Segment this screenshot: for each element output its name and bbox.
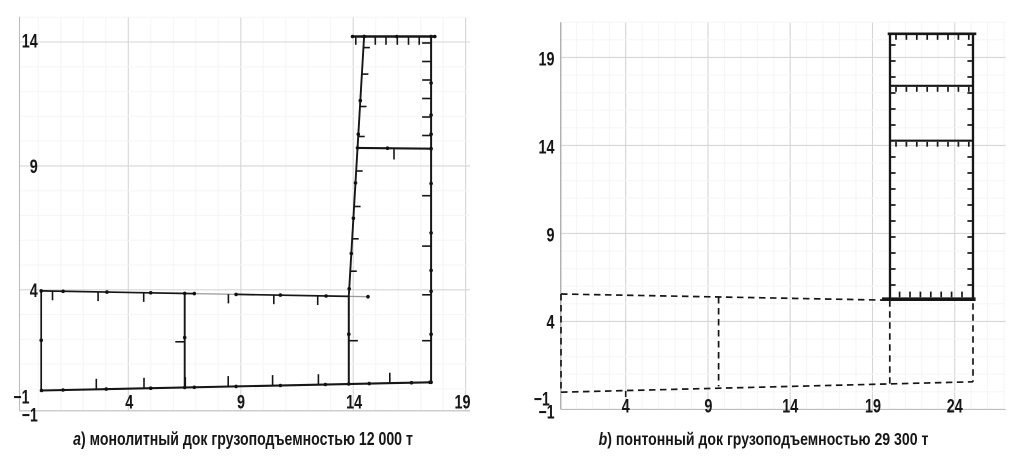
svg-text:−1: −1 [13,387,29,408]
svg-text:4: 4 [30,281,38,302]
svg-text:14: 14 [22,32,38,53]
svg-text:9: 9 [704,397,712,418]
svg-text:4: 4 [622,397,630,418]
svg-text:а) монолитный док грузоподъемн: а) монолитный док грузоподъемностью 12 0… [73,429,413,449]
svg-text:19: 19 [455,392,471,413]
svg-text:9: 9 [547,226,555,247]
svg-text:−1: −1 [22,406,38,427]
svg-text:4: 4 [547,313,555,334]
svg-text:9: 9 [30,157,38,178]
svg-text:19: 19 [539,49,555,70]
svg-text:4: 4 [125,392,133,413]
svg-text:b) понтонный док грузоподъемно: b) понтонный док грузоподъемностью 29 30… [599,429,929,449]
svg-text:9: 9 [237,392,245,413]
svg-text:−1: −1 [539,403,555,424]
svg-text:−1: −1 [534,389,550,410]
svg-text:14: 14 [346,392,362,413]
svg-text:19: 19 [865,397,881,418]
svg-text:24: 24 [947,397,963,418]
svg-text:14: 14 [782,397,798,418]
svg-text:14: 14 [539,137,555,158]
